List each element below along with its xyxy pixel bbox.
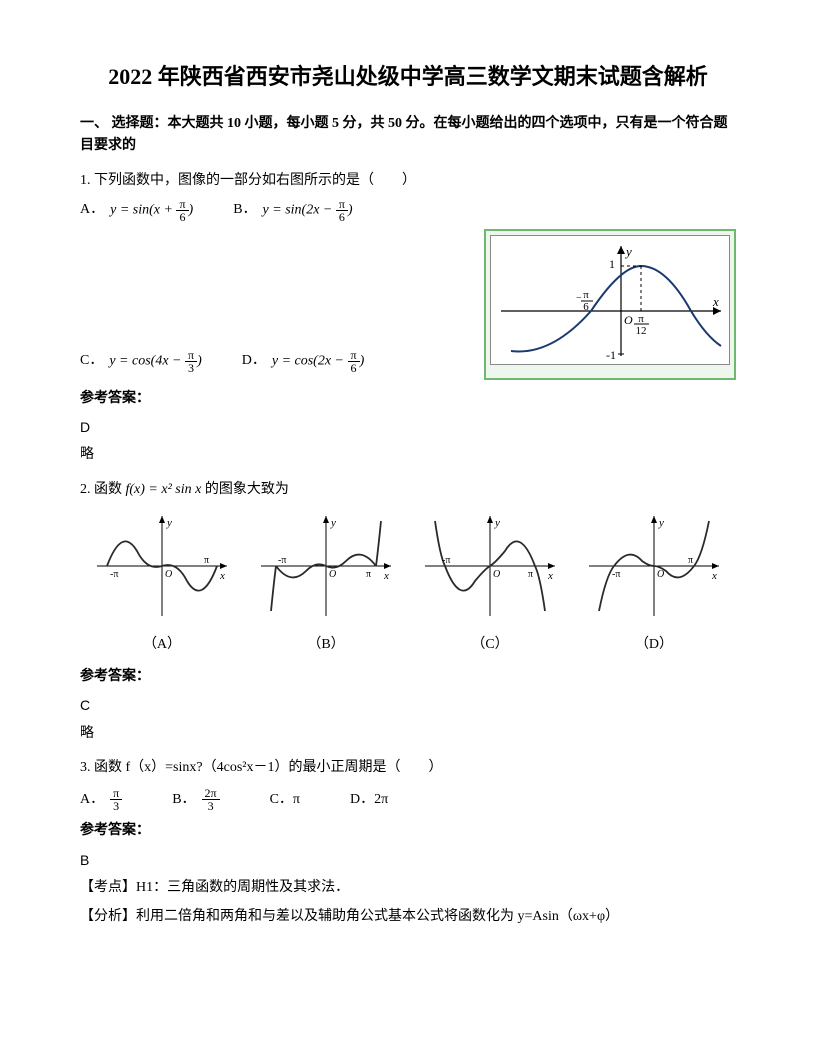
opt-label: D． xyxy=(242,350,266,372)
q2-text: 2. 函数 f(x) = x² sin x 的图象大致为 xyxy=(80,479,736,501)
svg-text:-π: -π xyxy=(442,555,450,566)
svg-text:π: π xyxy=(204,555,209,566)
svg-text:y: y xyxy=(658,517,664,529)
svg-text:O: O xyxy=(165,569,172,580)
q2-graphs: y x O -π π （A） y x O -π π xyxy=(80,511,736,656)
svg-text:π: π xyxy=(366,569,371,580)
opt-func: y = sin(x + π6) xyxy=(110,198,193,223)
graph-label-a: （A） xyxy=(80,634,244,656)
q3-answer: B xyxy=(80,849,736,871)
answer-label: 参考答案： xyxy=(80,666,736,688)
q3-option-a: A． π3 xyxy=(80,787,122,812)
q3-text: 3. 函数 f（x）=sinx?（4cos²x－1）的最小正周期是（ ） xyxy=(80,757,736,779)
q1-options-cd: C． y = cos(4x − π3) D． y = cos(2x − π6) xyxy=(80,349,474,374)
svg-text:O: O xyxy=(329,569,336,580)
question-3: 3. 函数 f（x）=sinx?（4cos²x－1）的最小正周期是（ ） A． … xyxy=(80,757,736,928)
page-title: 2022 年陕西省西安市尧山处级中学高三数学文期末试题含解析 xyxy=(80,60,736,93)
answer-label: 参考答案： xyxy=(80,820,736,842)
svg-text:y: y xyxy=(166,517,172,529)
svg-text:12: 12 xyxy=(636,325,647,337)
q3-note2: 【分析】利用二倍角和两角和与差以及辅助角公式基本公式将函数化为 y=Asin（ω… xyxy=(80,906,736,928)
label-origin: O xyxy=(624,313,633,327)
q1-option-d: D． y = cos(2x − π6) xyxy=(242,349,365,374)
svg-text:-π: -π xyxy=(278,555,286,566)
axis-x-label: x xyxy=(712,294,719,309)
svg-text:π: π xyxy=(688,555,693,566)
svg-text:x: x xyxy=(547,570,553,582)
q2-graph-a: y x O -π π （A） xyxy=(80,511,244,656)
q1-brief: 略 xyxy=(80,444,736,466)
svg-text:−: − xyxy=(576,293,582,304)
axis-y-label: y xyxy=(624,244,632,259)
q1-option-c: C． y = cos(4x − π3) xyxy=(80,349,202,374)
svg-text:6: 6 xyxy=(583,301,589,313)
question-1: 1. 下列函数中，图像的一部分如右图所示的是（ ） A． y = sin(x +… xyxy=(80,170,736,467)
opt-label: B． xyxy=(233,199,256,221)
q2-brief: 略 xyxy=(80,723,736,745)
svg-text:O: O xyxy=(657,569,664,580)
opt-func: y = sin(2x − π6) xyxy=(263,198,353,223)
q3-option-d: D．2π xyxy=(350,789,388,811)
svg-text:y: y xyxy=(330,517,336,529)
svg-text:x: x xyxy=(383,570,389,582)
q3-options: A． π3 B． 2π3 C．π D．2π xyxy=(80,787,736,812)
q1-text: 1. 下列函数中，图像的一部分如右图所示的是（ ） xyxy=(80,170,736,192)
q1-options-ab: A． y = sin(x + π6) B． y = sin(2x − π6) xyxy=(80,198,736,223)
svg-text:O: O xyxy=(493,569,500,580)
svg-text:π: π xyxy=(583,289,589,301)
svg-text:y: y xyxy=(494,517,500,529)
svg-text:x: x xyxy=(711,570,717,582)
graph-label-d: （D） xyxy=(572,634,736,656)
opt-func: y = cos(2x − π6) xyxy=(272,349,364,374)
q1-graph: y x 1 O − π 6 π 12 -1 xyxy=(484,229,736,379)
graph-label-c: （C） xyxy=(408,634,572,656)
section-header: 一、 选择题：本大题共 10 小题，每小题 5 分，共 50 分。在每小题给出的… xyxy=(80,113,736,158)
q1-answer: D xyxy=(80,416,736,438)
question-2: 2. 函数 f(x) = x² sin x 的图象大致为 y x O -π π … xyxy=(80,479,736,745)
label-one: 1 xyxy=(609,257,615,271)
svg-text:x: x xyxy=(219,570,225,582)
q2-graph-c: y x O -π π （C） xyxy=(408,511,572,656)
q3-option-b: B． 2π3 xyxy=(172,787,219,812)
opt-func: y = cos(4x − π3) xyxy=(109,349,201,374)
q1-option-b: B． y = sin(2x − π6) xyxy=(233,198,352,223)
q1-option-a: A． y = sin(x + π6) xyxy=(80,198,193,223)
q3-note1: 【考点】H1：三角函数的周期性及其求法． xyxy=(80,877,736,899)
q2-graph-b: y x O -π π （B） xyxy=(244,511,408,656)
svg-text:π: π xyxy=(528,569,533,580)
svg-text:-π: -π xyxy=(110,569,118,580)
graph-label-b: （B） xyxy=(244,634,408,656)
opt-label: C． xyxy=(80,350,103,372)
svg-text:-π: -π xyxy=(612,569,620,580)
q2-graph-d: y x O -π π （D） xyxy=(572,511,736,656)
svg-text:π: π xyxy=(638,313,644,325)
q2-answer: C xyxy=(80,694,736,716)
opt-label: A． xyxy=(80,199,104,221)
q2-func: f(x) = x² sin x xyxy=(126,482,202,497)
label-neg-one: -1 xyxy=(606,348,616,362)
q1-graph-svg: y x 1 O − π 6 π 12 -1 xyxy=(490,235,730,365)
answer-label: 参考答案： xyxy=(80,388,736,410)
q3-option-c: C．π xyxy=(270,789,300,811)
